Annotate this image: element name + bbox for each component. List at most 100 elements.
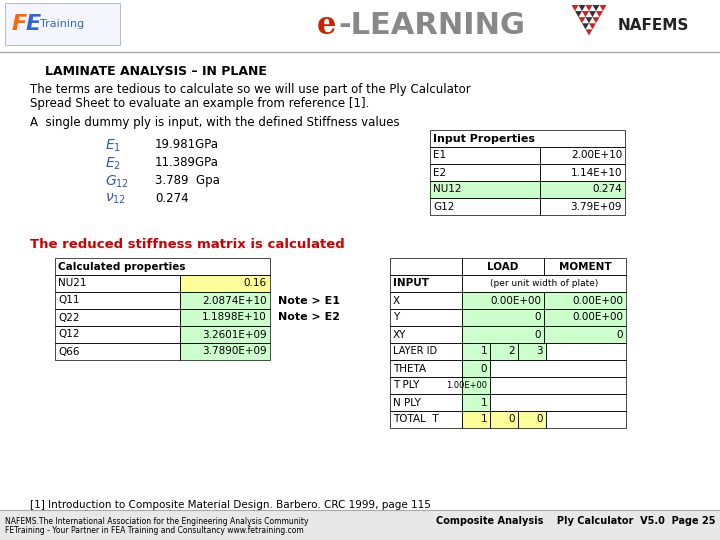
Bar	[390, 411, 462, 428]
Text: Calculated properties: Calculated properties	[58, 261, 186, 272]
Bar	[430, 147, 540, 164]
Bar	[180, 275, 270, 292]
Bar	[462, 377, 490, 394]
Bar	[180, 292, 270, 309]
Bar	[540, 164, 625, 181]
Bar	[546, 343, 626, 360]
Bar	[390, 292, 462, 309]
Text: 0.00E+00: 0.00E+00	[490, 295, 541, 306]
Text: Note > E2: Note > E2	[278, 313, 340, 322]
Bar	[518, 343, 546, 360]
Text: $\nu_{12}$: $\nu_{12}$	[105, 192, 126, 206]
Text: Q11: Q11	[58, 295, 79, 306]
Text: 0.00E+00: 0.00E+00	[572, 313, 623, 322]
Bar	[518, 411, 546, 428]
Bar	[55, 309, 180, 326]
Text: LOAD: LOAD	[487, 261, 518, 272]
Bar	[430, 130, 625, 147]
Polygon shape	[582, 23, 589, 29]
Bar	[55, 258, 270, 275]
Bar	[390, 275, 462, 292]
Text: MOMENT: MOMENT	[559, 261, 611, 272]
Bar	[490, 411, 518, 428]
Bar	[540, 147, 625, 164]
Bar	[544, 309, 626, 326]
Bar	[518, 411, 546, 428]
Bar	[462, 275, 626, 292]
Bar	[180, 292, 270, 309]
Text: INPUT: INPUT	[393, 279, 429, 288]
Text: E: E	[26, 14, 41, 34]
Text: e: e	[317, 10, 336, 42]
Bar	[462, 343, 490, 360]
Text: The reduced stiffness matrix is calculated: The reduced stiffness matrix is calculat…	[30, 238, 345, 251]
Text: 1: 1	[480, 415, 487, 424]
Bar	[55, 292, 180, 309]
Text: 3.79E+09: 3.79E+09	[570, 201, 622, 212]
Bar	[462, 292, 544, 309]
Bar	[544, 258, 626, 275]
Text: $E_1$: $E_1$	[105, 138, 121, 154]
Bar	[390, 258, 462, 275]
Bar	[430, 164, 540, 181]
Bar	[544, 326, 626, 343]
Bar	[540, 198, 625, 215]
Bar	[430, 164, 540, 181]
Text: NU21: NU21	[58, 279, 86, 288]
Bar	[544, 309, 626, 326]
Bar	[544, 292, 626, 309]
Bar	[490, 411, 518, 428]
Text: X: X	[393, 295, 400, 306]
Text: (per unit width of plate): (per unit width of plate)	[490, 279, 598, 288]
Bar	[490, 377, 626, 394]
Text: E1: E1	[433, 151, 446, 160]
Bar	[490, 360, 626, 377]
Bar	[430, 198, 540, 215]
Bar	[55, 275, 180, 292]
Bar	[546, 411, 626, 428]
Text: LAMINATE ANALYSIS – IN PLANE: LAMINATE ANALYSIS – IN PLANE	[45, 65, 267, 78]
Text: 1.14E+10: 1.14E+10	[570, 167, 622, 178]
Polygon shape	[578, 5, 585, 11]
Bar	[390, 292, 462, 309]
Text: TOTAL  T: TOTAL T	[393, 415, 438, 424]
Text: 0.274: 0.274	[593, 185, 622, 194]
Bar	[55, 309, 180, 326]
Bar	[462, 258, 544, 275]
Polygon shape	[575, 11, 582, 17]
Bar	[5, 3, 120, 45]
Bar	[462, 411, 490, 428]
Text: Y: Y	[393, 313, 400, 322]
Bar	[390, 326, 462, 343]
Bar	[462, 309, 544, 326]
Text: Q66: Q66	[58, 347, 79, 356]
Bar	[55, 326, 180, 343]
Polygon shape	[572, 5, 578, 11]
Text: E2: E2	[433, 167, 446, 178]
Polygon shape	[585, 17, 593, 23]
Text: 3.2601E+09: 3.2601E+09	[202, 329, 267, 340]
Text: 2.0874E+10: 2.0874E+10	[202, 295, 267, 306]
Bar	[390, 360, 462, 377]
Polygon shape	[593, 5, 600, 11]
Text: 3.7890E+09: 3.7890E+09	[202, 347, 267, 356]
Text: Q12: Q12	[58, 329, 79, 340]
Bar	[180, 309, 270, 326]
Bar	[0, 510, 720, 540]
Text: Input Properties: Input Properties	[433, 133, 535, 144]
Text: Q22: Q22	[58, 313, 79, 322]
Text: NU12: NU12	[433, 185, 462, 194]
Bar	[518, 343, 546, 360]
Text: The terms are tedious to calculate so we will use part of the Ply Calculator: The terms are tedious to calculate so we…	[30, 83, 471, 96]
Text: $E_2$: $E_2$	[105, 156, 121, 172]
Text: 1.1898E+10: 1.1898E+10	[202, 313, 267, 322]
Text: NAFEMS.The International Association for the Engineering Analysis Community: NAFEMS.The International Association for…	[5, 517, 308, 526]
Text: LAYER ID: LAYER ID	[393, 347, 437, 356]
Bar	[430, 181, 540, 198]
Bar	[55, 258, 270, 275]
Text: $G_{12}$: $G_{12}$	[105, 174, 129, 191]
Text: 0: 0	[536, 415, 543, 424]
Text: 0: 0	[508, 415, 515, 424]
Bar	[540, 181, 625, 198]
Text: 0.00E+00: 0.00E+00	[572, 295, 623, 306]
